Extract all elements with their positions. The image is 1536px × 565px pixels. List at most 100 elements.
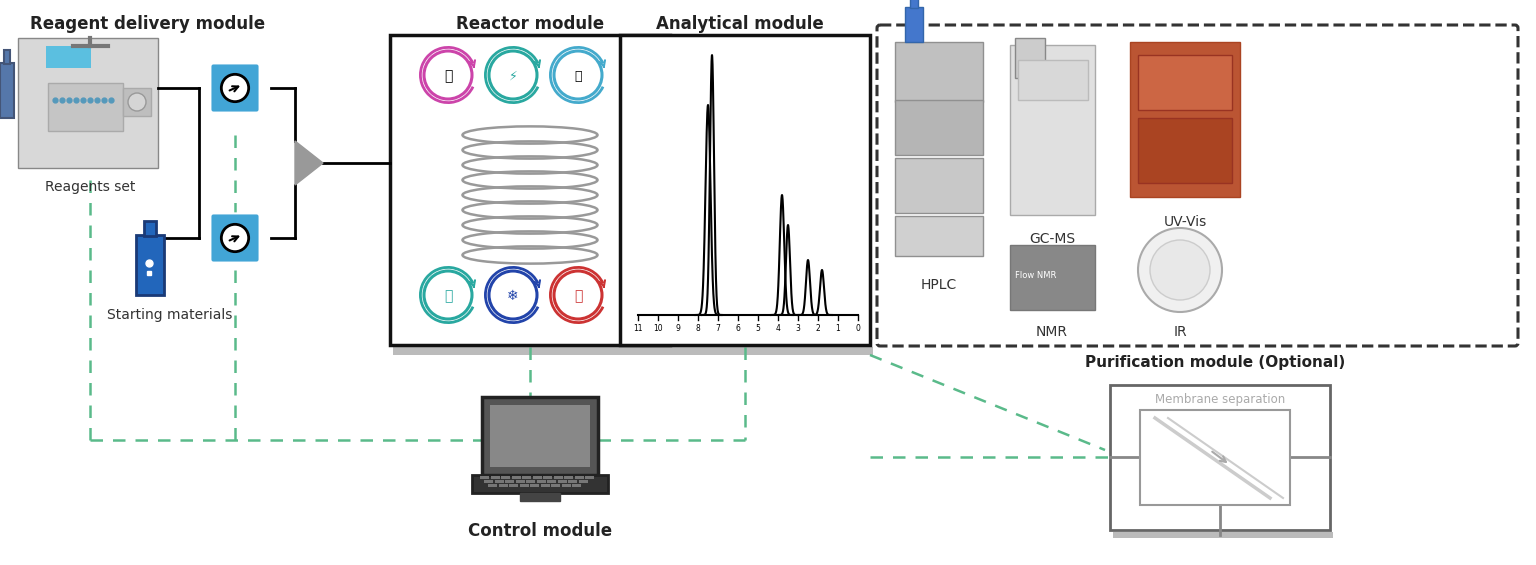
Bar [522, 476, 531, 479]
Text: 6: 6 [736, 324, 740, 333]
Text: Analytical module: Analytical module [656, 15, 823, 33]
Bar [479, 476, 488, 479]
Bar [1111, 385, 1330, 530]
Bar [1018, 60, 1087, 100]
Bar [905, 7, 923, 42]
Bar [0, 63, 14, 118]
Text: Reactor module: Reactor module [456, 15, 604, 33]
Bar [490, 476, 499, 479]
Bar [521, 493, 561, 501]
Circle shape [424, 271, 472, 319]
Bar [1011, 45, 1095, 215]
Bar [547, 480, 556, 483]
Bar [1011, 245, 1095, 310]
Text: Membrane separation: Membrane separation [1155, 393, 1286, 406]
Bar [895, 100, 983, 155]
Bar [544, 476, 551, 479]
Circle shape [488, 51, 538, 99]
Bar [516, 480, 524, 483]
Bar [571, 484, 581, 487]
Bar [508, 484, 518, 487]
Text: 2: 2 [816, 324, 820, 333]
Text: 7: 7 [716, 324, 720, 333]
Bar [533, 476, 542, 479]
Bar [123, 88, 151, 116]
Bar [46, 46, 91, 68]
Bar [1015, 38, 1044, 78]
Text: 💡: 💡 [444, 69, 452, 83]
Circle shape [1138, 228, 1223, 312]
Circle shape [1150, 240, 1210, 300]
Bar [536, 480, 545, 483]
Bar [562, 484, 570, 487]
Text: Reagents set: Reagents set [45, 180, 135, 194]
Bar [525, 480, 535, 483]
Bar [519, 484, 528, 487]
Bar [551, 484, 561, 487]
Bar [488, 484, 498, 487]
Circle shape [221, 224, 249, 251]
Text: 4: 4 [776, 324, 780, 333]
Bar [895, 42, 983, 102]
Bar [530, 484, 539, 487]
Bar [585, 476, 594, 479]
Bar [137, 235, 164, 295]
Text: 9: 9 [676, 324, 680, 333]
Bar [5, 50, 11, 64]
Bar [895, 216, 983, 256]
Bar [1114, 532, 1333, 538]
Bar [574, 476, 584, 479]
Circle shape [554, 271, 602, 319]
Bar [895, 158, 983, 213]
Text: NMR: NMR [1035, 325, 1068, 339]
Text: HPLC: HPLC [922, 278, 957, 292]
Bar [482, 397, 598, 475]
Circle shape [488, 271, 538, 319]
Text: Control module: Control module [468, 522, 611, 540]
Text: 11: 11 [633, 324, 642, 333]
Circle shape [127, 93, 146, 111]
Text: UV-Vis: UV-Vis [1163, 215, 1207, 229]
Bar [579, 480, 587, 483]
Text: Purification module (Optional): Purification module (Optional) [1084, 355, 1346, 370]
Text: 🔩: 🔩 [574, 69, 582, 82]
Bar [18, 38, 158, 168]
Circle shape [221, 75, 249, 102]
Text: Flow NMR: Flow NMR [1015, 271, 1057, 280]
Bar [558, 480, 567, 483]
Text: 3: 3 [796, 324, 800, 333]
Bar [393, 347, 673, 355]
Bar [48, 83, 123, 131]
Bar [144, 221, 157, 236]
Bar [490, 405, 590, 467]
Bar [1130, 42, 1240, 197]
Text: Reagent delivery module: Reagent delivery module [31, 15, 266, 33]
Bar [564, 476, 573, 479]
Text: 1: 1 [836, 324, 840, 333]
Text: GC-MS: GC-MS [1029, 232, 1075, 246]
Bar [1138, 55, 1232, 110]
Polygon shape [295, 141, 323, 185]
Text: 5: 5 [756, 324, 760, 333]
Bar [484, 480, 493, 483]
Text: 0: 0 [856, 324, 860, 333]
Bar [505, 480, 515, 483]
Text: 10: 10 [653, 324, 664, 333]
FancyBboxPatch shape [210, 214, 260, 263]
Bar [568, 480, 578, 483]
Text: IR: IR [1174, 325, 1187, 339]
Bar [501, 476, 510, 479]
Bar [1140, 410, 1290, 505]
Bar [390, 35, 670, 345]
FancyBboxPatch shape [877, 25, 1518, 346]
Text: ❄: ❄ [507, 289, 519, 303]
Bar [511, 476, 521, 479]
Text: 8: 8 [696, 324, 700, 333]
Bar [621, 35, 869, 345]
Bar [553, 476, 562, 479]
Bar [1138, 118, 1232, 183]
Text: ⏱: ⏱ [444, 289, 452, 303]
Bar [472, 475, 608, 493]
Bar [541, 484, 550, 487]
Text: Starting materials: Starting materials [108, 308, 232, 322]
